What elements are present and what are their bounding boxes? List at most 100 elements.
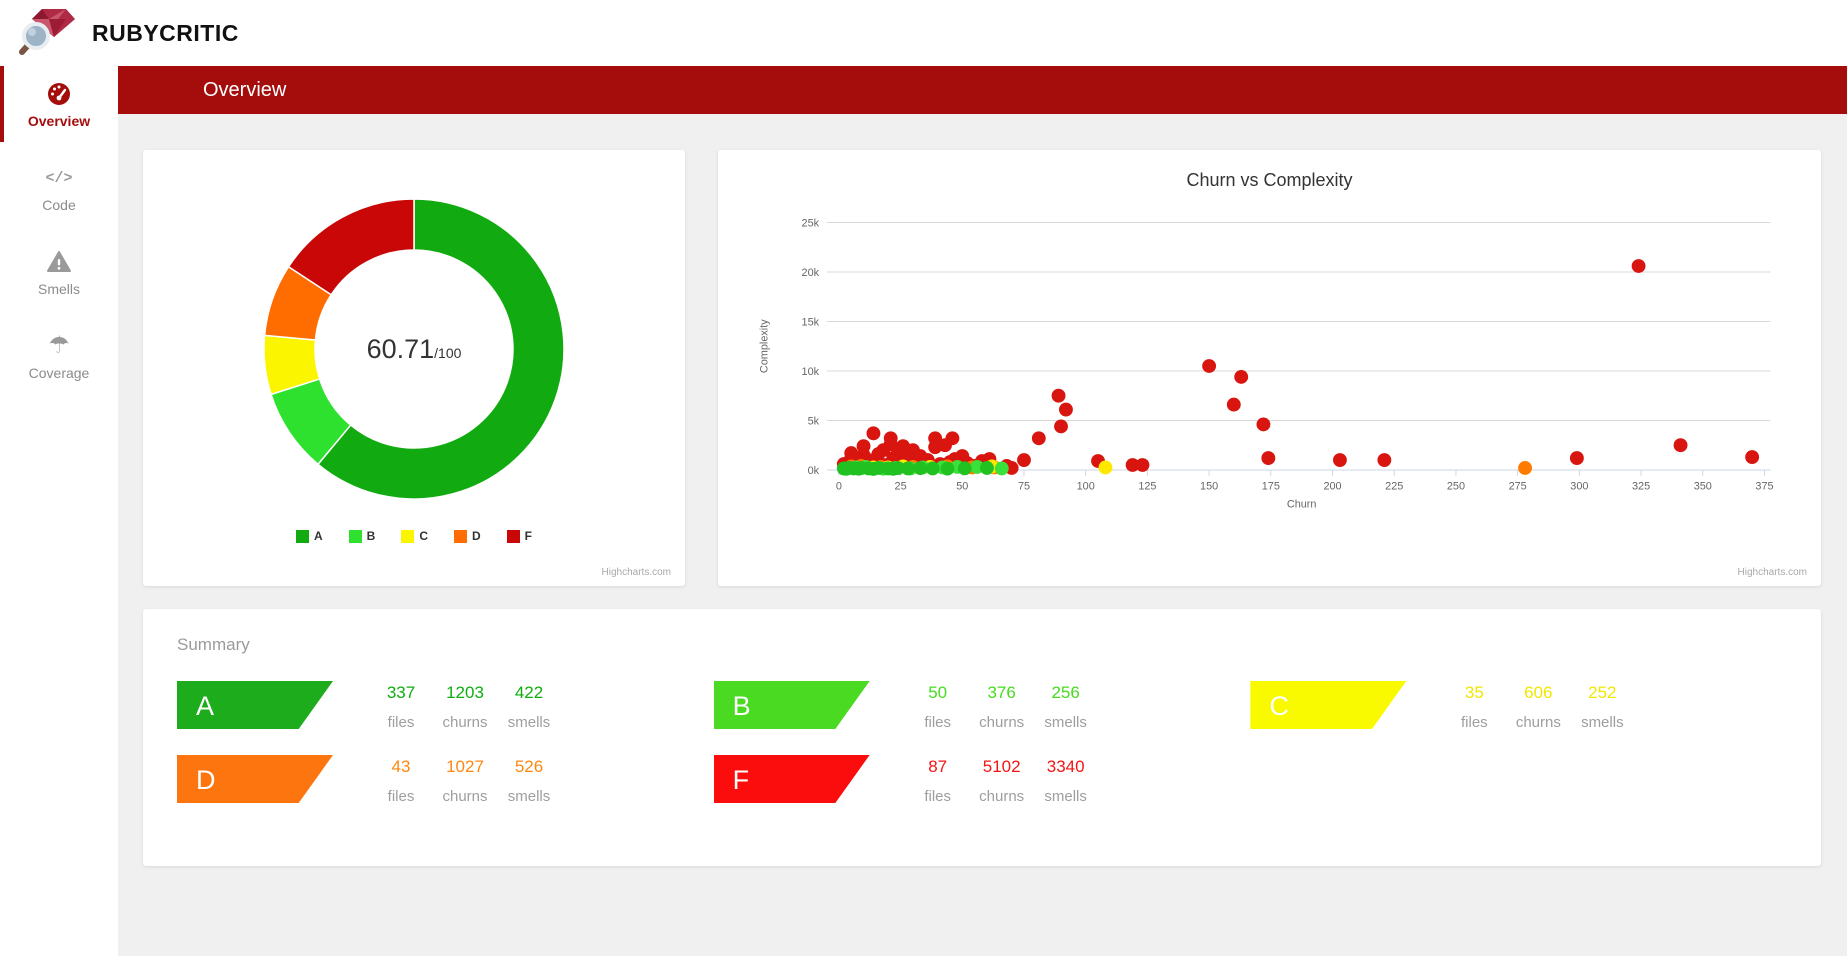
donut-slice-A[interactable] bbox=[316, 198, 565, 500]
scatter-point-grade-a[interactable] bbox=[940, 461, 955, 476]
y-axis-title: Complexity bbox=[759, 319, 771, 373]
stat-label: smells bbox=[1581, 714, 1624, 731]
scatter-point-grade-a[interactable] bbox=[957, 461, 972, 476]
scatter-point-grade-f[interactable] bbox=[928, 440, 943, 455]
stat-number: 5102 bbox=[982, 757, 1021, 776]
scatter-point-grade-f[interactable] bbox=[1226, 397, 1241, 412]
legend-label: D bbox=[472, 529, 481, 543]
sidebar-item-smells[interactable]: Smells bbox=[0, 234, 118, 310]
scatter-point-grade-f[interactable] bbox=[866, 426, 881, 441]
sidebar-item-overview[interactable]: Overview bbox=[0, 66, 118, 142]
stat-smells: 252 smells bbox=[1576, 683, 1628, 731]
scatter-point-grade-f[interactable] bbox=[1631, 259, 1646, 273]
y-tick-label: 25k bbox=[802, 217, 820, 229]
scatter-point-grade-f[interactable] bbox=[1333, 453, 1347, 467]
x-tick-label: 200 bbox=[1323, 481, 1341, 493]
scatter-point-grade-f[interactable] bbox=[1256, 417, 1271, 432]
scatter-point-grade-f[interactable] bbox=[1017, 453, 1031, 467]
scatter-point-grade-f[interactable] bbox=[1054, 419, 1068, 434]
scatter-point-grade-f[interactable] bbox=[1202, 359, 1217, 373]
grade-stats: 50 files 376 churns 256 smells bbox=[912, 683, 1092, 731]
stat-number: 376 bbox=[987, 683, 1016, 702]
scatter-point-grade-b[interactable] bbox=[994, 461, 1009, 476]
scatter-point-grade-a[interactable] bbox=[913, 461, 928, 476]
grade-badge-A: A bbox=[177, 681, 333, 729]
stat-churns: 1027 churns bbox=[439, 757, 491, 805]
legend-swatch bbox=[401, 529, 415, 543]
stat-label: files bbox=[387, 788, 415, 805]
gauge-icon bbox=[46, 81, 72, 107]
stat-smells: 256 smells bbox=[1040, 683, 1092, 731]
legend-item-D[interactable]: D bbox=[454, 529, 481, 543]
scatter-point-grade-f[interactable] bbox=[1569, 451, 1584, 465]
scatter-point-grade-f[interactable] bbox=[1673, 438, 1688, 453]
legend-item-C[interactable]: C bbox=[401, 529, 428, 543]
grade-stats: 35 files 606 churns 252 smells bbox=[1448, 683, 1628, 731]
x-tick-label: 25 bbox=[895, 481, 907, 493]
scatter-point-grade-f[interactable] bbox=[1125, 458, 1140, 472]
stat-churns: 606 churns bbox=[1512, 683, 1564, 731]
sidebar-item-label: Overview bbox=[27, 113, 91, 129]
churn-complexity-card: Churn vs Complexity 0k 5k 10k 15k 20k 25k 0 25 5… bbox=[718, 150, 1821, 586]
highcharts-credit-link[interactable]: Highcharts.com bbox=[1737, 567, 1807, 578]
stat-number: 606 bbox=[1524, 683, 1553, 702]
highcharts-credit-link[interactable]: Highcharts.com bbox=[601, 567, 671, 578]
page-banner: Overview bbox=[118, 66, 1847, 114]
stat-label: churns bbox=[1515, 714, 1561, 731]
sidebar-item-code[interactable]: </> Code bbox=[0, 150, 118, 226]
stat-smells: 526 smells bbox=[503, 757, 555, 805]
scatter-point-grade-f[interactable] bbox=[1059, 402, 1073, 417]
legend-swatch bbox=[506, 529, 520, 543]
legend-label: B bbox=[366, 529, 376, 543]
app-title: RUBYCRITIC bbox=[92, 19, 239, 46]
donut-slice-F[interactable] bbox=[287, 198, 415, 296]
scatter-point-grade-a[interactable] bbox=[901, 461, 915, 476]
x-tick-label: 100 bbox=[1077, 481, 1095, 493]
scatter-point-grade-f[interactable] bbox=[1377, 453, 1392, 467]
scatter-point-grade-f[interactable] bbox=[1031, 431, 1046, 446]
stat-number: 43 bbox=[391, 757, 411, 776]
stat-files: 50 files bbox=[912, 683, 964, 731]
stat-number: 35 bbox=[1464, 683, 1484, 702]
stat-files: 337 files bbox=[375, 683, 427, 731]
x-tick-label: 150 bbox=[1200, 481, 1218, 493]
grade-badge-D: D bbox=[177, 755, 333, 803]
grade-letter: D bbox=[196, 764, 216, 795]
x-tick-label: 325 bbox=[1632, 481, 1650, 493]
scatter-point-grade-f[interactable] bbox=[1261, 451, 1276, 465]
legend-item-B[interactable]: B bbox=[348, 529, 376, 543]
sidebar-item-coverage[interactable]: ☂ Coverage bbox=[0, 318, 118, 394]
x-tick-label: 300 bbox=[1570, 481, 1588, 493]
stat-number: 1027 bbox=[446, 757, 484, 776]
x-tick-label: 275 bbox=[1509, 481, 1527, 493]
stat-label: files bbox=[924, 714, 951, 731]
grade-letter: C bbox=[1269, 690, 1289, 721]
scatter-point-grade-f[interactable] bbox=[1135, 458, 1150, 472]
scatter-point-grade-f[interactable] bbox=[1051, 388, 1066, 403]
scatter-point-grade-a[interactable] bbox=[980, 461, 994, 475]
scatter-point-grade-f[interactable] bbox=[1234, 369, 1249, 384]
legend-item-A[interactable]: A bbox=[295, 529, 323, 543]
churn-complexity-scatter[interactable]: 0k 5k 10k 15k 20k 25k 0 25 50 75 100 125 150 175 200 22… bbox=[728, 201, 1811, 531]
y-tick-label: 0k bbox=[808, 465, 820, 477]
scatter-point-grade-a[interactable] bbox=[925, 461, 940, 476]
scatter-point-grade-a[interactable] bbox=[851, 461, 866, 476]
score-donut-chart[interactable]: 60.71/100 bbox=[143, 164, 685, 516]
scatter-point-grade-a[interactable] bbox=[886, 461, 901, 476]
x-tick-label: 250 bbox=[1447, 481, 1465, 493]
grade-badge-F: F bbox=[713, 755, 870, 803]
stat-number: 256 bbox=[1051, 683, 1080, 702]
y-tick-label: 5k bbox=[808, 415, 820, 427]
legend-item-F[interactable]: F bbox=[506, 529, 533, 543]
legend-label: F bbox=[524, 529, 533, 543]
grade-letter: A bbox=[196, 690, 215, 721]
grade-letter: F bbox=[732, 764, 750, 795]
scatter-point-grade-c[interactable] bbox=[1098, 460, 1113, 475]
scatter-point-grade-d[interactable] bbox=[1518, 461, 1532, 475]
summary-grade-A: A 337 files 1203 churns 422 smells bbox=[177, 681, 714, 731]
stat-smells: 422 smells bbox=[503, 683, 555, 731]
stat-number: 252 bbox=[1588, 683, 1617, 702]
scatter-point-grade-a[interactable] bbox=[866, 462, 881, 476]
scatter-point-grade-f[interactable] bbox=[1004, 461, 1019, 475]
scatter-point-grade-f[interactable] bbox=[1745, 450, 1760, 465]
